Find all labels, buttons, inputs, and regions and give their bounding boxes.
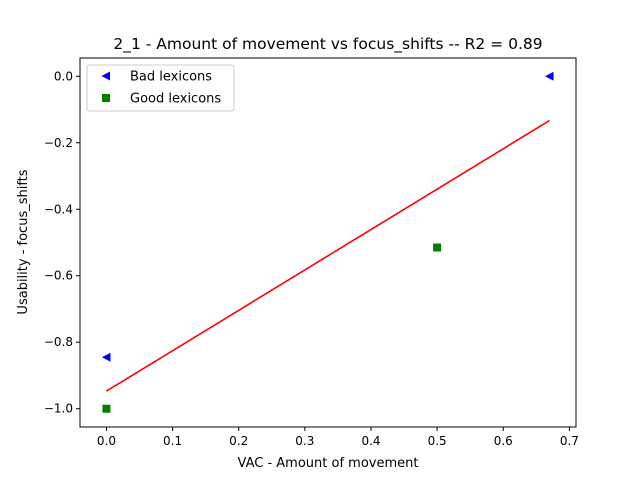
x-tick-label: 0.5 <box>428 434 447 448</box>
y-tick-label: −0.4 <box>44 202 73 216</box>
good-lexicon-point <box>433 243 442 252</box>
y-axis-ticks: 0.0 −0.2 −0.4 −0.6 −0.8 −1.0 <box>44 69 80 416</box>
bad-lexicon-point <box>545 71 554 81</box>
legend: Bad lexicons Good lexicons <box>86 64 235 112</box>
y-tick-label: −0.2 <box>44 136 73 150</box>
x-tick-label: 0.7 <box>560 434 579 448</box>
data-points-layer <box>101 71 554 413</box>
x-axis-label: VAC - Amount of movement <box>238 456 419 471</box>
fit-line-layer <box>106 119 550 392</box>
x-tick-label: 0.6 <box>494 434 513 448</box>
legend-label: Bad lexicons <box>130 70 212 85</box>
legend-box <box>86 64 235 112</box>
x-tick-label: 0.2 <box>229 434 248 448</box>
bad-lexicon-point <box>101 352 111 362</box>
plot-frame <box>79 57 577 428</box>
x-tick-label: 0.0 <box>97 434 116 448</box>
legend-marker <box>102 94 110 102</box>
legend-label: Good lexicons <box>130 92 221 107</box>
y-tick-label: −0.8 <box>44 335 73 349</box>
x-axis-ticks: 0.0 0.1 0.2 0.3 0.4 0.5 0.6 0.7 <box>97 427 579 448</box>
good-lexicon-point <box>102 404 111 413</box>
legend-marker <box>101 71 110 81</box>
x-tick-label: 0.3 <box>295 434 314 448</box>
y-tick-label: 0.0 <box>54 69 73 83</box>
y-axis-label: Usability - focus_shifts <box>16 169 31 314</box>
chart-title: 2_1 - Amount of movement vs focus_shifts… <box>113 35 542 54</box>
y-tick-label: −1.0 <box>44 402 73 416</box>
y-tick-label: −0.6 <box>44 269 73 283</box>
x-tick-label: 0.1 <box>163 434 182 448</box>
regression-line <box>106 119 550 392</box>
x-tick-label: 0.4 <box>361 434 380 448</box>
